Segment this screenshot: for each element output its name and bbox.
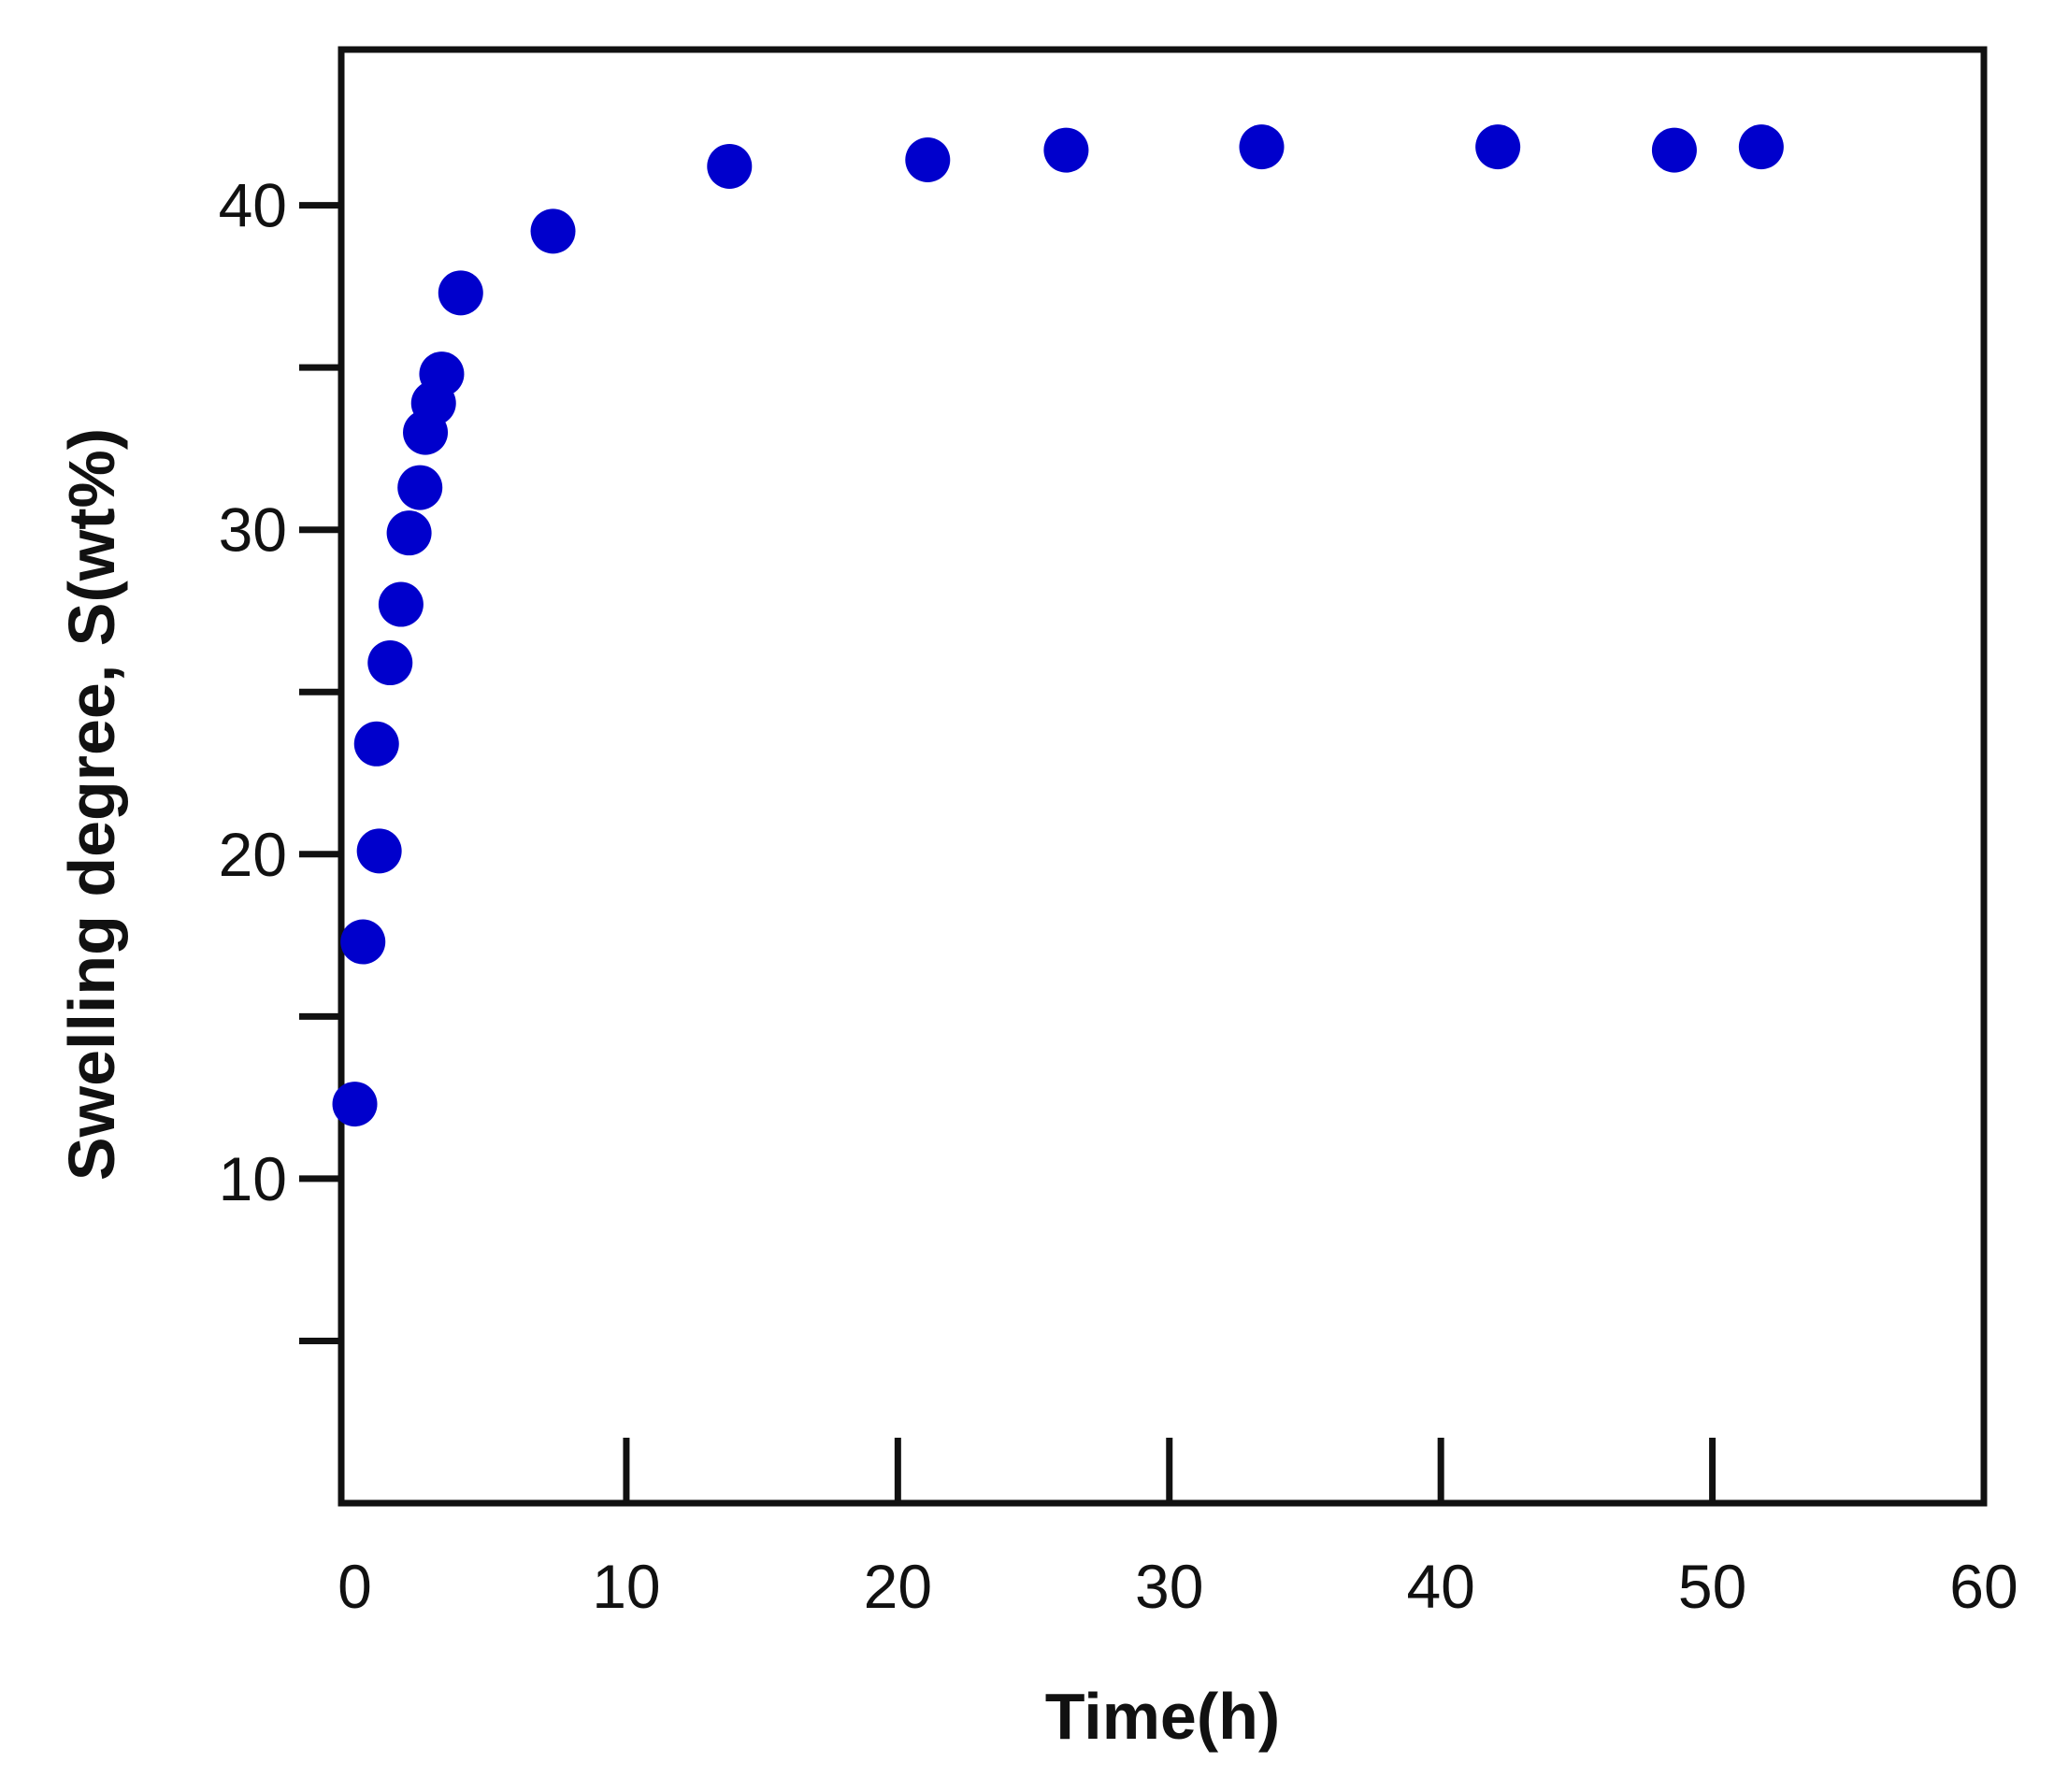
x-tick-label: 20	[864, 1552, 932, 1621]
data-series	[332, 124, 1784, 1127]
y-tick-label: 40	[219, 171, 287, 240]
data-point	[530, 208, 576, 254]
data-point	[397, 465, 443, 510]
data-point	[340, 919, 386, 965]
data-point	[1239, 124, 1285, 170]
data-point	[356, 828, 402, 874]
data-point	[367, 640, 413, 686]
data-point	[1043, 127, 1089, 173]
x-tick-label: 40	[1406, 1552, 1474, 1621]
data-point	[905, 137, 951, 183]
y-tick-label: 30	[219, 495, 287, 565]
data-point	[353, 721, 399, 767]
y-axis: 10 20 30 40	[219, 171, 341, 1344]
data-point	[707, 143, 753, 189]
data-point	[332, 1082, 378, 1127]
x-tick-label: 30	[1135, 1552, 1203, 1621]
data-point	[386, 510, 432, 556]
y-axis-title: Swelling degree, S(wt%)	[55, 428, 128, 1181]
x-axis-title: Time(h)	[1045, 1680, 1281, 1753]
x-tick-label: 10	[592, 1552, 660, 1621]
data-point	[378, 581, 424, 627]
x-tick-label: 60	[1949, 1552, 2018, 1621]
x-axis: 0 10 20 30 40 50 60	[338, 1438, 2018, 1621]
data-point	[1651, 127, 1697, 173]
x-tick-label: 50	[1678, 1552, 1746, 1621]
data-point	[1738, 124, 1784, 170]
x-tick-label: 0	[338, 1552, 372, 1621]
data-point	[1475, 124, 1521, 170]
data-point	[438, 270, 483, 316]
y-tick-label: 20	[219, 820, 287, 889]
plot-border	[338, 46, 1988, 1507]
plot-frame	[338, 46, 1988, 1507]
y-tick-label: 10	[219, 1144, 287, 1213]
data-point	[419, 351, 465, 397]
